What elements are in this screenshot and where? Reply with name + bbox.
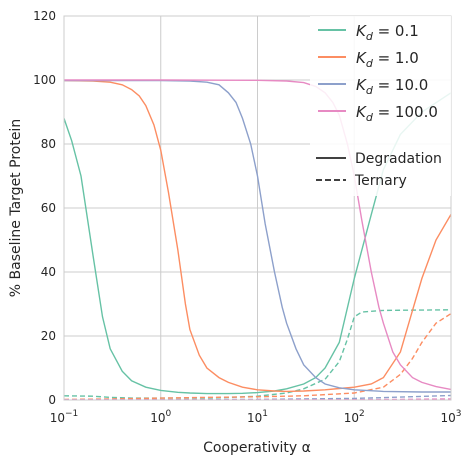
x-axis-ticks: 10−1 100 101 102 103 <box>50 409 462 425</box>
legend: Kd = 0.1 Kd = 1.0 Kd = 10.0 Kd = 100.0 Degra… <box>310 16 451 196</box>
degradation-line-0 <box>64 92 451 395</box>
x-tick-label: 10−1 <box>50 409 79 425</box>
y-tick-label: 80 <box>41 137 56 151</box>
y-tick-label: 100 <box>33 73 56 87</box>
y-tick-label: 20 <box>41 329 56 343</box>
degradation-line-1 <box>64 79 451 393</box>
y-tick-label: 60 <box>41 201 56 215</box>
legend-style-0: Degradation <box>355 151 442 167</box>
legend-style-1: Ternary <box>354 173 407 189</box>
x-tick-label: 103 <box>440 409 461 425</box>
y-axis-label: % Baseline Target Protein <box>8 119 24 297</box>
y-tick-label: 120 <box>33 9 56 23</box>
legend-entry-1: Kd = 1.0 <box>356 49 419 70</box>
legend-box <box>310 16 451 196</box>
y-tick-label: 0 <box>48 393 56 407</box>
degradation-line-2 <box>64 79 451 393</box>
y-axis-ticks: 0 20 40 60 80 100 120 <box>33 9 56 407</box>
y-tick-label: 40 <box>41 265 56 279</box>
ternary-line-0 <box>64 309 451 399</box>
ternary-line-1 <box>64 313 451 400</box>
x-tick-label: 101 <box>247 409 268 425</box>
plot-frame <box>63 15 452 401</box>
legend-entry-0: Kd = 0.1 <box>356 22 419 43</box>
x-axis-label: Cooperativity α <box>203 440 311 456</box>
x-tick-label: 102 <box>344 409 365 425</box>
legend-entry-2: Kd = 10.0 <box>356 76 428 97</box>
x-tick-label: 100 <box>150 409 171 425</box>
legend-entry-3: Kd = 100.0 <box>356 103 438 124</box>
